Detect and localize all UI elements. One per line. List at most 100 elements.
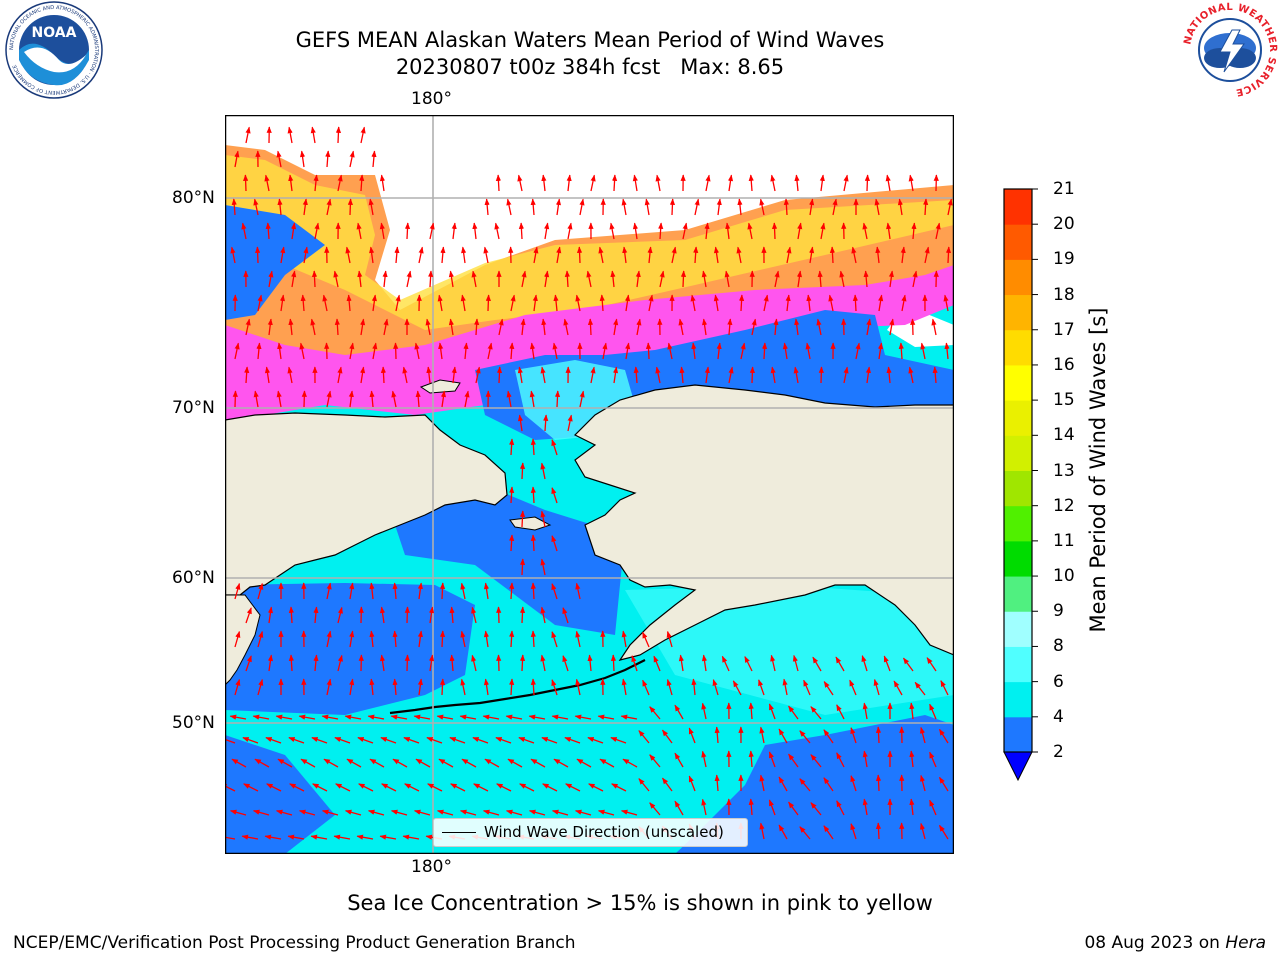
wave-direction-arrow — [322, 294, 328, 312]
wave-direction-arrow — [349, 342, 355, 360]
wave-direction-arrow — [494, 222, 500, 240]
wave-direction-arrow — [661, 729, 673, 744]
wave-direction-arrow — [267, 318, 273, 336]
wave-direction-arrow — [551, 631, 558, 648]
wave-direction-arrow — [229, 714, 247, 720]
wave-direction-arrow — [369, 246, 375, 264]
wave-direction-arrow — [505, 714, 523, 720]
wave-direction-arrow — [344, 809, 362, 816]
wave-direction-arrow — [395, 294, 401, 312]
wave-direction-arrow — [749, 366, 755, 384]
wave-direction-arrow — [413, 809, 431, 816]
wave-direction-arrow — [852, 294, 859, 312]
wave-direction-arrow — [908, 174, 914, 192]
wave-direction-arrow — [682, 222, 688, 240]
wave-direction-arrow — [326, 582, 332, 600]
wave-direction-arrow — [919, 726, 926, 744]
wave-direction-arrow — [360, 366, 366, 384]
wave-direction-arrow — [225, 834, 236, 840]
wave-direction-arrow — [540, 366, 546, 384]
wave-direction-arrow — [622, 246, 628, 264]
wave-direction-arrow — [380, 366, 387, 384]
wave-direction-arrow — [393, 342, 399, 360]
wave-direction-arrow — [553, 294, 559, 312]
wave-direction-arrow — [817, 270, 823, 288]
wave-direction-arrow — [674, 752, 684, 768]
colorbar-tick-label: 21 — [1053, 179, 1075, 199]
wave-direction-arrow — [367, 809, 385, 816]
land-wrangel-island — [419, 379, 461, 394]
wave-direction-arrow — [799, 730, 811, 744]
wave-direction-arrow — [333, 270, 339, 288]
wave-direction-arrow — [241, 834, 259, 840]
wave-direction-arrow — [938, 728, 949, 744]
wave-direction-arrow — [519, 783, 535, 792]
wave-direction-arrow — [392, 630, 398, 648]
colorbar-segment — [1004, 329, 1032, 366]
wave-direction-arrow — [740, 342, 746, 360]
wave-direction-arrow — [679, 366, 685, 384]
wave-direction-arrow — [287, 126, 293, 144]
wave-direction-arrow — [919, 774, 926, 792]
wave-direction-arrow — [929, 799, 937, 816]
wave-direction-arrow — [231, 198, 237, 216]
wave-direction-arrow — [714, 774, 720, 792]
wave-direction-arrow — [367, 714, 385, 720]
wave-direction-arrow — [770, 174, 776, 192]
wave-direction-arrow — [620, 714, 638, 720]
wave-direction-arrow — [232, 390, 238, 408]
wave-direction-arrow — [392, 582, 398, 600]
wave-direction-arrow — [426, 366, 432, 384]
wave-direction-arrow — [267, 606, 274, 624]
wave-direction-arrow — [849, 679, 857, 696]
wave-direction-arrow — [257, 678, 264, 696]
wave-direction-arrow — [310, 126, 316, 144]
wave-direction-arrow — [809, 246, 815, 264]
wave-direction-arrow — [862, 798, 868, 816]
wave-direction-arrow — [924, 246, 930, 264]
wave-direction-arrow — [482, 809, 500, 816]
wave-direction-arrow — [721, 655, 730, 672]
wave-direction-arrow — [544, 270, 550, 288]
wave-direction-arrow — [587, 318, 594, 336]
colorbar-tick-label: 9 — [1053, 601, 1064, 622]
wave-direction-arrow — [358, 783, 374, 792]
wave-direction-arrow — [912, 270, 918, 288]
wave-direction-arrow — [382, 270, 388, 288]
map-legend: Wind Wave Direction (unscaled) — [433, 818, 748, 847]
wave-direction-arrow — [862, 702, 868, 720]
wave-direction-arrow — [312, 783, 328, 792]
wave-direction-arrow — [728, 366, 734, 384]
wave-direction-arrow — [938, 776, 949, 792]
wave-direction-arrow — [748, 174, 754, 192]
wave-direction-arrow — [771, 222, 778, 240]
wave-direction-arrow — [850, 775, 857, 792]
wave-direction-arrow — [530, 758, 546, 768]
wave-direction-arrow — [279, 294, 286, 312]
wave-direction-arrow — [898, 342, 904, 360]
wave-direction-arrow — [390, 714, 408, 720]
wave-direction-arrow — [575, 294, 581, 312]
wave-direction-arrow — [620, 809, 638, 816]
wave-direction-arrow — [484, 758, 500, 768]
wave-direction-arrow — [299, 150, 306, 168]
wave-direction-arrow — [621, 630, 627, 648]
wave-direction-arrow — [635, 270, 641, 288]
wave-direction-arrow — [642, 631, 650, 648]
wave-direction-arrow — [357, 736, 374, 744]
wave-direction-arrow — [909, 798, 915, 816]
wave-direction-arrow — [694, 198, 700, 216]
wave-direction-arrow — [793, 366, 799, 384]
wave-direction-arrow — [644, 198, 650, 216]
wave-direction-arrow — [244, 366, 250, 384]
wave-direction-arrow — [438, 758, 454, 768]
wave-direction-arrow — [810, 802, 822, 816]
wave-direction-arrow — [460, 678, 466, 696]
wave-direction-arrow — [379, 834, 397, 840]
wave-direction-arrow — [334, 318, 340, 336]
wave-direction-arrow — [392, 758, 408, 768]
ice-white-area — [225, 115, 954, 315]
lat-label-60: 60°N — [172, 568, 215, 588]
wave-direction-arrow — [530, 486, 536, 504]
wave-direction-arrow — [864, 174, 870, 192]
